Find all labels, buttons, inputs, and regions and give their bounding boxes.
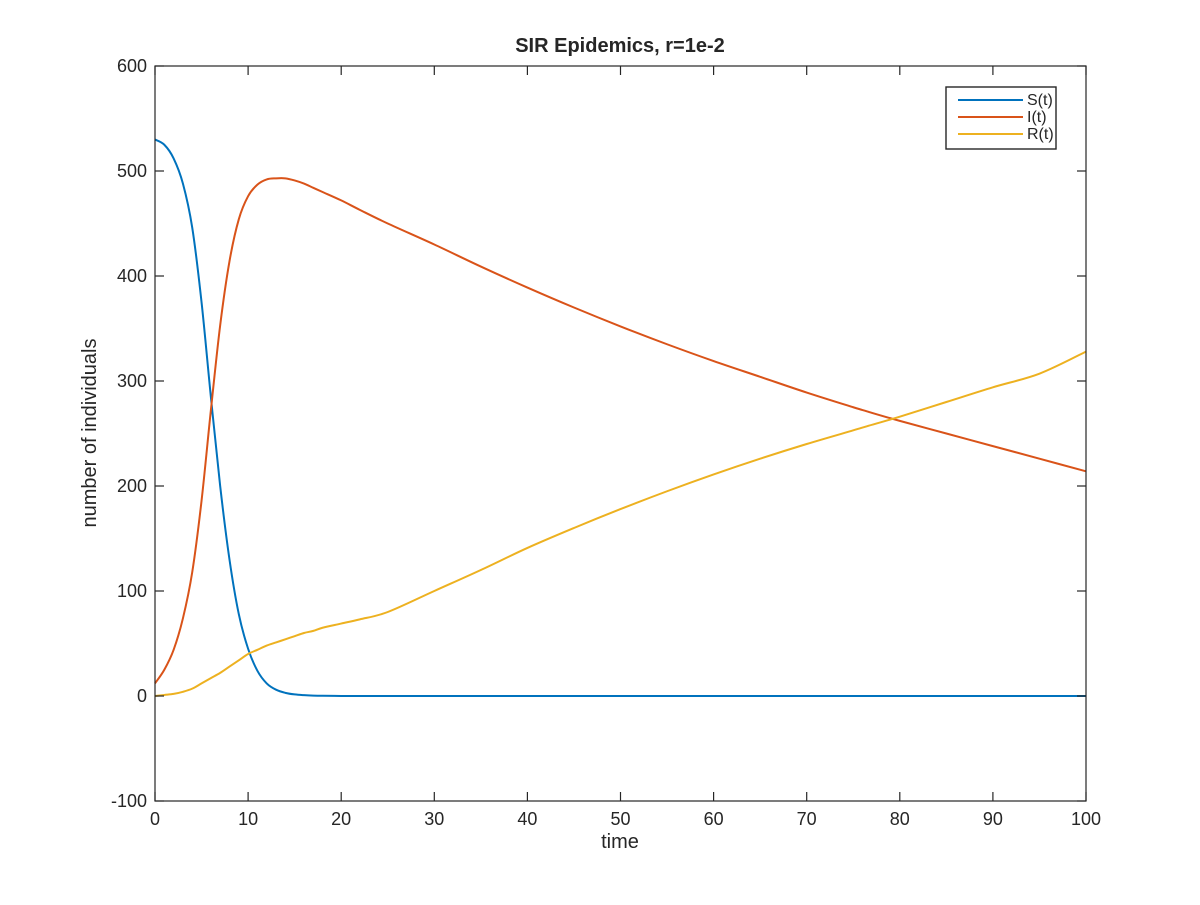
y-axis-label: number of individuals — [79, 339, 101, 528]
legend-label: R(t) — [1027, 126, 1054, 143]
y-tick-label: 100 — [117, 581, 147, 601]
y-tick-label: 400 — [117, 266, 147, 286]
x-tick-label: 10 — [238, 809, 258, 829]
series-line-1 — [154, 177, 1087, 684]
legend: S(t)I(t)R(t) — [945, 86, 1057, 150]
x-tick-label: 20 — [331, 809, 351, 829]
y-tick-label: 200 — [117, 476, 147, 496]
x-tick-label: 100 — [1071, 809, 1101, 829]
series-line-2 — [154, 350, 1087, 697]
y-tick-label: 0 — [137, 686, 147, 706]
x-axis-label: time — [601, 831, 639, 853]
x-tick-label: 80 — [890, 809, 910, 829]
y-tick-label: 600 — [117, 56, 147, 76]
x-tick-label: 70 — [797, 809, 817, 829]
plot-frame — [154, 65, 1087, 802]
plot-area — [155, 66, 1086, 801]
x-tick-label: 40 — [517, 809, 537, 829]
x-tick-label: 90 — [983, 809, 1003, 829]
x-tick-label: 60 — [704, 809, 724, 829]
legend-label: I(t) — [1027, 109, 1047, 126]
y-tick-label: 500 — [117, 161, 147, 181]
x-tick-label: 50 — [610, 809, 630, 829]
y-tick-label: -100 — [111, 791, 147, 811]
x-tick-label: 0 — [150, 809, 160, 829]
y-tick-label: 300 — [117, 371, 147, 391]
legend-label: S(t) — [1027, 92, 1053, 109]
chart-title: SIR Epidemics, r=1e-2 — [515, 35, 725, 57]
series-line-0 — [154, 138, 1086, 698]
x-tick-label: 30 — [424, 809, 444, 829]
